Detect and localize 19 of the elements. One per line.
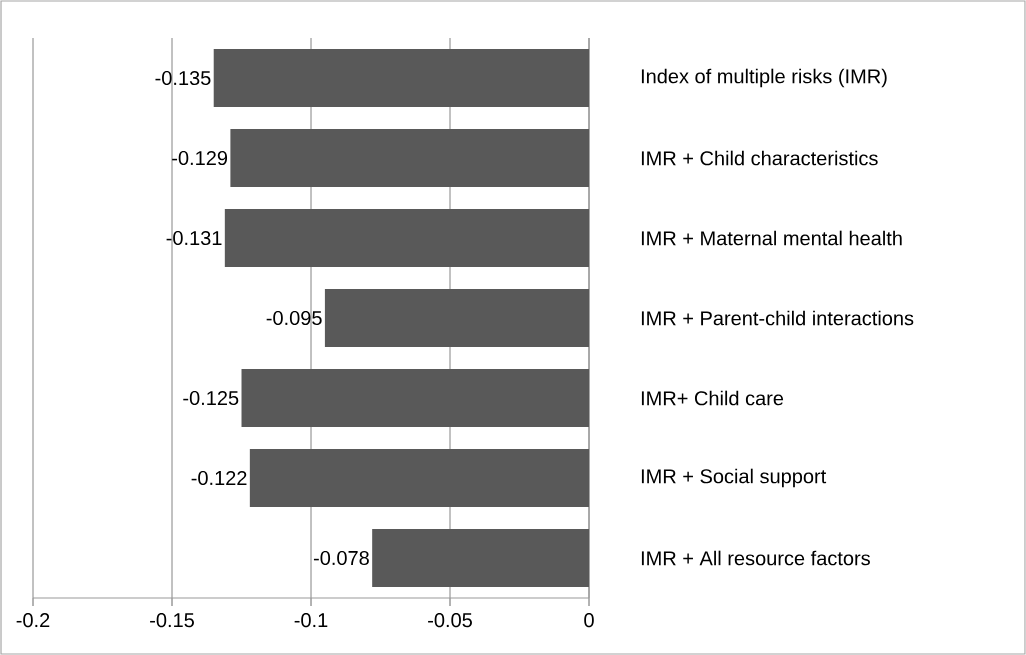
data-label: -0.095: [266, 310, 322, 326]
y-tick-label: IMR + All resource factors: [641, 550, 870, 566]
y-tick-label: IMR+ Child care: [641, 390, 784, 406]
data-label: -0.131: [166, 230, 222, 246]
y-tick-label: Index of multiple risks (IMR): [641, 68, 887, 88]
data-label: -0.129: [172, 150, 228, 166]
x-tick-label: -0.1: [294, 613, 328, 628]
data-label: -0.122: [191, 470, 247, 486]
y-tick-label: IMR + Child characteristics: [641, 150, 878, 166]
x-tick-label: -0.2: [16, 613, 50, 628]
data-label: -0.078: [313, 550, 369, 566]
x-tick-label: 0: [584, 613, 594, 628]
y-tick-label: IMR + Parent-child interactions: [641, 310, 914, 326]
y-tick-label: IMR + Maternal mental health: [641, 230, 902, 246]
data-label: -0.135: [155, 70, 211, 86]
y-tick-label: IMR + Social support: [641, 468, 827, 488]
x-tick-label: -0.15: [150, 613, 194, 628]
data-label: -0.125: [183, 390, 239, 406]
x-tick-label: -0.05: [428, 613, 472, 628]
